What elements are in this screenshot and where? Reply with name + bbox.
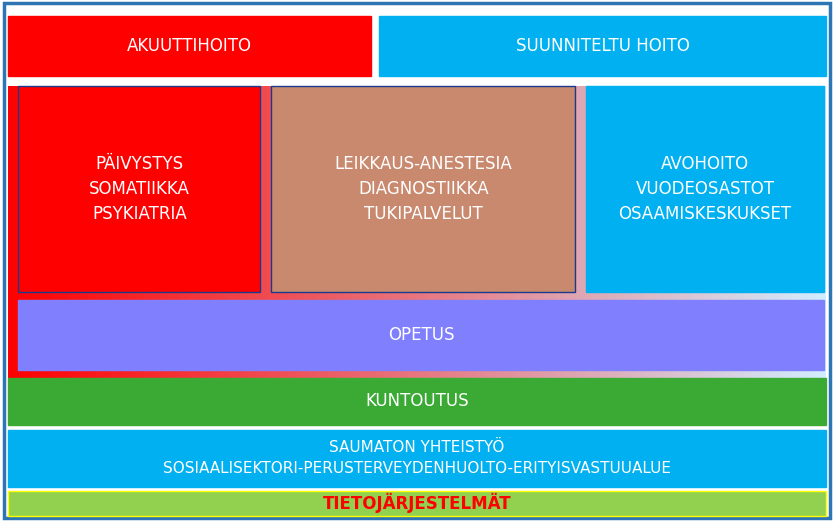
Text: KUNTOUTUS: KUNTOUTUS xyxy=(365,392,469,410)
Text: PÄIVYSTYS
SOMATIIKKA
PSYKIATRIA: PÄIVYSTYS SOMATIIKKA PSYKIATRIA xyxy=(89,155,189,223)
Text: AVOHOITO
VUODEOSASTOT
OSAAMISKESKUKSET: AVOHOITO VUODEOSASTOT OSAAMISKESKUKSET xyxy=(619,155,791,223)
FancyBboxPatch shape xyxy=(586,86,824,292)
Text: SAUMATON YHTEISTYÖ
SOSIAALISEKTORI-PERUSTERVEYDENHUOLTO-ERITYISVASTUUALUE: SAUMATON YHTEISTYÖ SOSIAALISEKTORI-PERUS… xyxy=(163,440,671,477)
FancyBboxPatch shape xyxy=(8,16,371,76)
FancyBboxPatch shape xyxy=(8,430,826,487)
FancyBboxPatch shape xyxy=(379,16,826,76)
Text: OPETUS: OPETUS xyxy=(388,326,455,344)
FancyBboxPatch shape xyxy=(8,378,826,425)
Text: LEIKKAUS-ANESTESIA
DIAGNOSTIIKKA
TUKIPALVELUT: LEIKKAUS-ANESTESIA DIAGNOSTIIKKA TUKIPAL… xyxy=(334,155,512,223)
Text: AKUUTTIHOITO: AKUUTTIHOITO xyxy=(128,36,252,55)
Text: SUUNNITELTU HOITO: SUUNNITELTU HOITO xyxy=(515,36,690,55)
FancyBboxPatch shape xyxy=(8,491,826,516)
FancyBboxPatch shape xyxy=(271,86,575,292)
FancyBboxPatch shape xyxy=(4,3,830,518)
FancyBboxPatch shape xyxy=(18,86,260,292)
Text: TIETOJÄRJESTELMÄT: TIETOJÄRJESTELMÄT xyxy=(323,493,511,513)
FancyBboxPatch shape xyxy=(18,300,824,370)
